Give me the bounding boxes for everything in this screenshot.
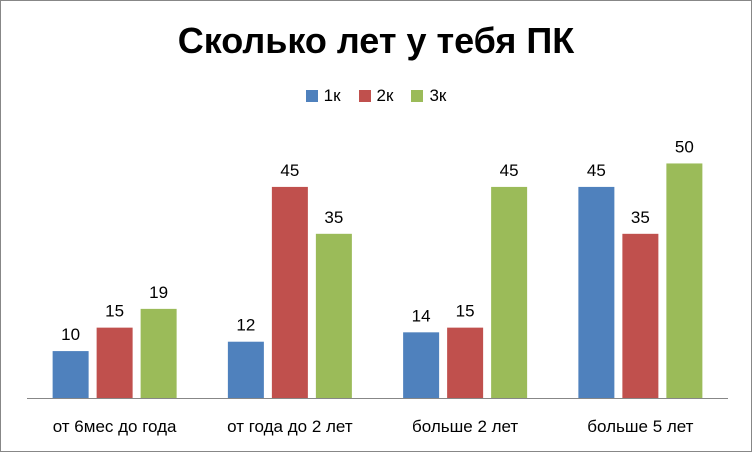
- category-label-1: от 6мес до года: [53, 417, 177, 436]
- category-label-2: от года до 2 лет: [227, 417, 353, 436]
- data-label-series-1-cat-4: 45: [587, 161, 606, 180]
- bar-series-2-cat-4: [622, 233, 659, 398]
- bar-series-1-cat-1: [52, 351, 89, 398]
- bar-series-2-cat-3: [447, 327, 484, 398]
- category-label-3: больше 2 лет: [412, 417, 518, 436]
- chart-title: Сколько лет у тебя ПК: [177, 20, 575, 61]
- bar-series-3-cat-2: [315, 233, 352, 398]
- legend-swatch-series-1: [305, 90, 318, 102]
- category-label-4: больше 5 лет: [587, 417, 693, 436]
- bars-group: 10 15 19 12 45 35 14 15 45 45 35 50: [52, 137, 703, 398]
- data-label-series-2-cat-3: 15: [456, 302, 475, 321]
- legend-item-series-1: 1к: [305, 86, 341, 106]
- legend-label-series-1: 1к: [323, 86, 341, 105]
- data-label-series-3-cat-2: 35: [324, 208, 343, 227]
- data-label-series-1-cat-3: 14: [412, 306, 431, 325]
- data-label-series-1-cat-2: 12: [236, 316, 255, 335]
- data-label-series-2-cat-2: 45: [280, 161, 299, 180]
- data-label-series-2-cat-1: 15: [105, 302, 124, 321]
- legend-swatch-series-3: [411, 90, 424, 102]
- data-label-series-3-cat-4: 50: [675, 137, 694, 156]
- data-label-series-3-cat-3: 45: [500, 161, 519, 180]
- data-label-series-2-cat-4: 35: [631, 208, 650, 227]
- data-label-series-3-cat-1: 19: [149, 283, 168, 302]
- bar-series-3-cat-1: [140, 308, 177, 398]
- bar-series-1-cat-3: [403, 332, 440, 398]
- category-labels: от 6мес до года от года до 2 лет больше 2 …: [53, 417, 694, 436]
- bar-series-1-cat-2: [227, 341, 264, 398]
- bar-series-3-cat-4: [666, 163, 703, 398]
- bar-series-2-cat-1: [96, 327, 133, 398]
- legend-label-series-3: 3к: [429, 86, 447, 105]
- bar-series-2-cat-2: [271, 186, 308, 398]
- legend-item-series-3: 3к: [411, 86, 446, 106]
- data-label-series-1-cat-1: 10: [61, 325, 80, 344]
- legend: 1к 2к 3к: [0, 86, 752, 106]
- bar-series-1-cat-4: [578, 186, 615, 398]
- bar-series-3-cat-3: [491, 186, 528, 398]
- legend-label-series-2: 2к: [376, 86, 394, 105]
- legend-item-series-2: 2к: [358, 86, 394, 106]
- legend-swatch-series-2: [358, 90, 371, 102]
